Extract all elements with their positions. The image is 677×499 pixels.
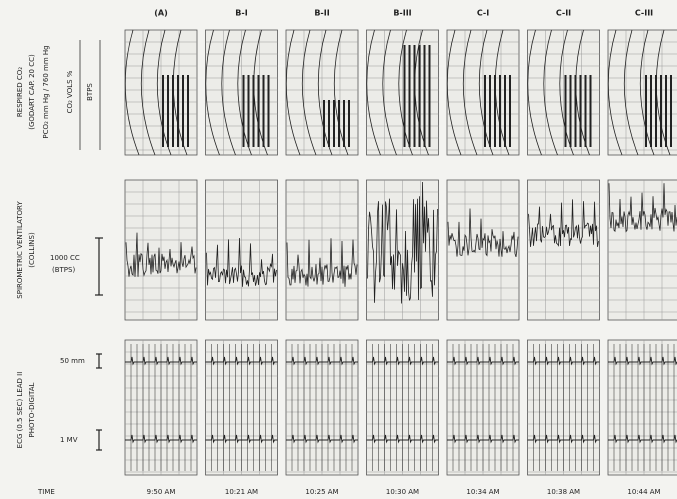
column: B-II 10:25 AM xyxy=(286,9,358,497)
column-label: B-I xyxy=(235,9,247,18)
recording-panel xyxy=(608,340,677,475)
column-label: (A) xyxy=(154,9,168,18)
time-label: TIME xyxy=(37,488,55,496)
column: C-III 10:44 AM xyxy=(608,9,677,497)
column-label: B-III xyxy=(393,9,411,18)
row-label: CO₂ VOLS % xyxy=(66,70,74,113)
column-label: C-III xyxy=(635,9,653,18)
time-label: 9:50 AM xyxy=(147,488,176,496)
row-label: (GODART CAP. 20 CC) xyxy=(28,54,36,130)
time-label: 10:34 AM xyxy=(466,488,499,496)
column: B-III 10:30 AM xyxy=(367,9,439,497)
row-label: (COLLINS) xyxy=(28,232,36,268)
column-label: C-II xyxy=(556,9,571,18)
row-label: PHOTO-DIGITAL xyxy=(28,382,36,437)
figure: RESPIRED CO₂ (GODART CAP. 20 CC) PCO₂ mm… xyxy=(0,0,677,499)
column: (A) 9:50 AM xyxy=(125,9,197,497)
time-label: 10:25 AM xyxy=(305,488,338,496)
row-label: PCO₂ mm Hg / 760 mm Hg xyxy=(42,45,50,138)
scale-label: 50 mm xyxy=(60,357,85,365)
row-label: ECG (0.5 SEC) LEAD II xyxy=(16,372,24,449)
scale-label: 1000 CC xyxy=(50,254,80,262)
column: B-I 10:21 AM xyxy=(206,9,278,497)
column: C-II 10:38 AM xyxy=(528,9,600,497)
time-label: 10:38 AM xyxy=(547,488,580,496)
time-label: 10:44 AM xyxy=(627,488,660,496)
row-label: RESPIRED CO₂ xyxy=(16,67,24,117)
time-label: 10:21 AM xyxy=(225,488,258,496)
time-label: 10:30 AM xyxy=(386,488,419,496)
column-label: B-II xyxy=(314,9,329,18)
scale-label: (BTPS) xyxy=(52,266,75,274)
scale-label: 1 MV xyxy=(60,436,78,444)
column-label: C-I xyxy=(477,9,489,18)
row-label: SPIROMETRIC VENTILATORY xyxy=(16,201,24,299)
row-label: BTPS xyxy=(86,83,94,101)
column: C-I 10:34 AM xyxy=(447,9,519,497)
